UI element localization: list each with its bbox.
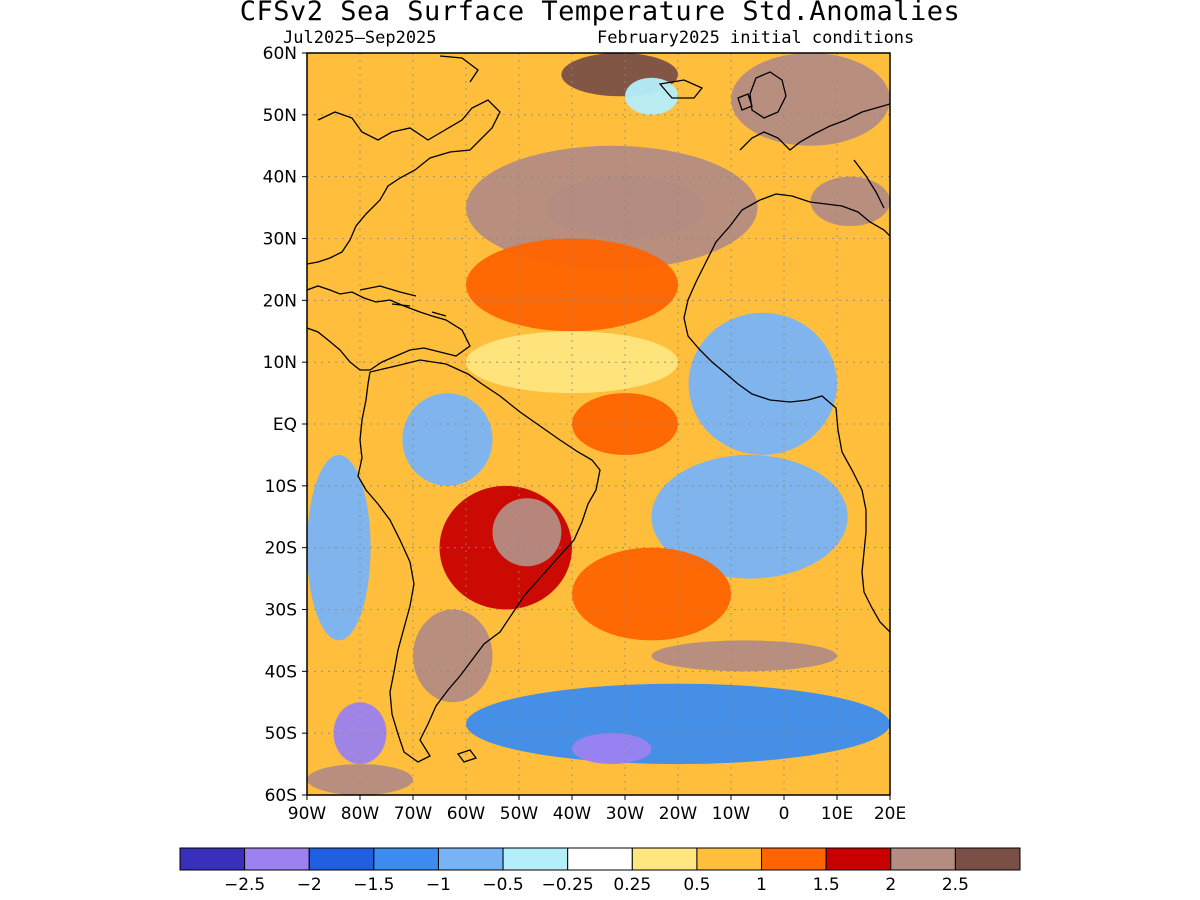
lon-tick-label: 40W — [553, 804, 592, 824]
lat-tick-label: 50N — [263, 106, 297, 126]
colorbar-label: 2.5 — [942, 875, 969, 895]
south-america-coastline — [357, 359, 601, 763]
anomaly-region-brazil-brown — [492, 498, 562, 567]
colorbar-swatch — [567, 847, 633, 871]
colorbar-label: 1.5 — [813, 875, 840, 895]
initial-conditions: February2025 initial conditions — [597, 28, 915, 48]
anomaly-region-iceland-cool — [625, 77, 678, 115]
colorbar-label: 2 — [885, 875, 896, 895]
colorbar-label: −1 — [426, 875, 451, 895]
colorbar-label: −2 — [297, 875, 322, 895]
lat-tick-label: 30N — [263, 230, 297, 250]
map-title: CFSv2 Sea Surface Temperature Std.Anomal… — [239, 0, 961, 27]
colorbar-label: 1 — [756, 875, 767, 895]
colorbar-swatch — [696, 847, 763, 871]
colorbar-swatch — [890, 847, 956, 871]
british-isles — [737, 71, 787, 119]
greenland-iceland — [439, 55, 704, 99]
anomaly-region-guinea-current-cool — [688, 312, 837, 455]
anomaly-region-mediterranean-brown — [810, 176, 890, 227]
anomaly-region-south-atlantic-warm — [572, 547, 731, 641]
colorbar-label: 0.5 — [683, 875, 710, 895]
italy — [853, 159, 885, 209]
colorbar-label: −0.25 — [542, 875, 594, 895]
lat-tick-label: 40N — [263, 168, 297, 188]
lon-tick-label: 60W — [447, 804, 486, 824]
coastlines — [307, 55, 890, 763]
colorbar-swatch — [244, 847, 310, 871]
lat-tick-label: 50S — [265, 724, 297, 744]
lon-tick-label: 10E — [821, 804, 853, 824]
lat-tick-label: 20N — [263, 291, 297, 311]
anomaly-region-europe-north-warm — [731, 53, 890, 146]
forecast-period: Jul2025–Sep2025 — [283, 28, 437, 48]
lon-tick-label: 50W — [500, 804, 539, 824]
latitude-axis: 60N 50N 40N 30N 20N 10N EQ 10S 20S 30S 40S 50S 60S — [263, 44, 307, 806]
falklands — [456, 749, 478, 763]
colorbar-swatch — [502, 847, 569, 871]
colorbar-labels: −2.5 −2 −1.5 −1 −0.5 −0.25 0.25 0.5 1 1.5 2 2.5 — [224, 875, 969, 895]
lon-tick-label: 10W — [712, 804, 751, 824]
anomaly-region-southern-ocean-violet — [572, 733, 652, 765]
longitude-axis: 90W 80W 70W 60W 50W 40W 30W 20W 10W 0 10E 20E — [288, 795, 906, 824]
anomaly-region-southern-ocean-cool — [466, 683, 890, 765]
lat-tick-label: 10S — [265, 477, 297, 497]
colorbar-swatch — [954, 847, 1021, 871]
north-america-coastline — [307, 99, 501, 265]
colorbar-swatch — [437, 847, 504, 871]
lat-tick-label: 10N — [263, 353, 297, 373]
lat-tick-label: 60N — [263, 44, 297, 64]
iberia-europe-coastline — [739, 103, 890, 237]
colorbar — [179, 847, 1021, 871]
colorbar-swatch — [825, 847, 892, 871]
lat-tick-label: EQ — [273, 415, 297, 435]
colorbar-label: −1.5 — [353, 875, 394, 895]
anomaly-region-east-pacific-cool — [307, 454, 371, 641]
lon-tick-label: 0 — [779, 804, 790, 824]
lon-tick-label: 20E — [874, 804, 906, 824]
colorbar-label: 0.25 — [613, 875, 651, 895]
colorbar-label: −0.5 — [482, 875, 523, 895]
anomaly-region-amazon-cool — [402, 393, 493, 486]
africa-coastline — [683, 199, 890, 633]
map-plot-area — [307, 53, 890, 795]
lat-tick-label: 60S — [265, 786, 297, 806]
anomaly-region-patagonia-brown — [413, 609, 493, 703]
lat-tick-label: 40S — [265, 662, 297, 682]
colorbar-swatch — [761, 847, 827, 871]
lon-tick-label: 20W — [659, 804, 698, 824]
lon-tick-label: 90W — [288, 804, 327, 824]
anomaly-region-drake-passage-brown — [307, 764, 413, 795]
colorbar-swatch — [373, 847, 439, 871]
lon-tick-label: 30W — [606, 804, 645, 824]
lon-tick-label: 80W — [341, 804, 380, 824]
lat-tick-label: 20S — [265, 539, 297, 559]
colorbar-swatch — [308, 847, 375, 871]
lat-tick-label: 30S — [265, 601, 297, 621]
lon-tick-label: 70W — [394, 804, 433, 824]
colorbar-label: −2.5 — [224, 875, 265, 895]
gulf-coast — [307, 285, 471, 371]
colorbar-swatch — [631, 847, 698, 871]
colorbar-swatch — [179, 847, 246, 871]
caribbean-islands — [359, 285, 447, 317]
anomaly-region-south-atlantic-brown-band — [651, 640, 837, 672]
